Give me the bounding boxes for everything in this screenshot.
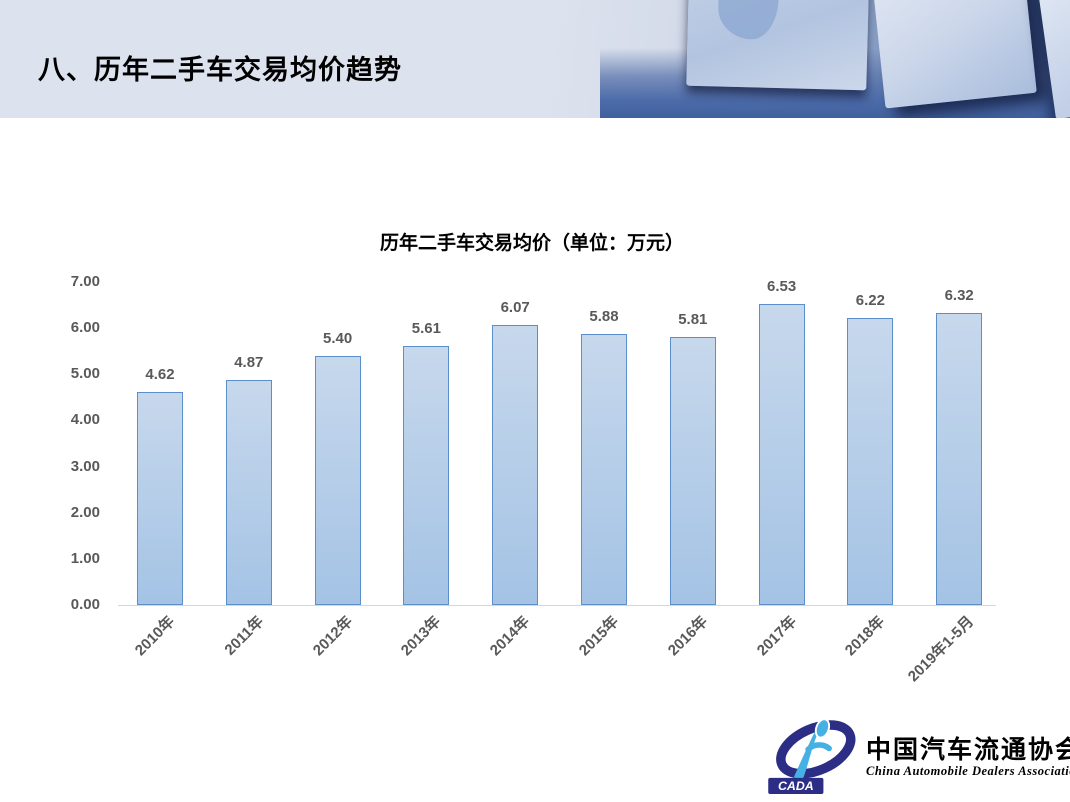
globe-cube-graphic (867, 0, 1037, 109)
bar (758, 303, 805, 605)
bar-value-label: 5.88 (589, 307, 619, 325)
cada-logo: CADA 中国汽车流通协会 China Automobile Dealers A… (766, 717, 1070, 800)
cada-emblem-icon: CADA (766, 717, 858, 800)
y-axis-tick-label: 7.00 (70, 273, 100, 290)
y-axis-tick-label: 3.00 (70, 457, 100, 475)
bar (403, 346, 450, 605)
bar (669, 336, 716, 605)
x-axis-category-label: 2013年 (398, 613, 445, 660)
bar-value-label: 4.87 (234, 354, 264, 372)
bar (314, 355, 361, 605)
x-axis-category-label: 2018年 (842, 613, 889, 660)
x-axis-category-label: 2011年 (221, 613, 267, 659)
x-axis-category-label: 2015年 (575, 613, 623, 660)
x-axis-category-label: 2014年 (486, 613, 534, 660)
y-axis-tick-label: 0.00 (70, 596, 100, 613)
chart-title: 历年二手车交易均价（单位：万元） (379, 233, 684, 254)
bar-value-label: 6.32 (944, 287, 974, 305)
bar (137, 391, 183, 605)
x-axis-category-label: 2019年1-5月 (905, 613, 978, 686)
bar (847, 317, 894, 605)
slide-title: 八、历年二手车交易均价趋势 (38, 55, 402, 85)
bar-value-label: 6.22 (855, 291, 885, 309)
map-shape (717, 0, 780, 40)
bar (225, 380, 272, 605)
bar-value-label: 5.81 (678, 310, 708, 328)
cada-acronym: CADA (778, 779, 814, 793)
x-axis-category-label: 2017年 (753, 613, 800, 660)
y-axis-tick-label: 4.00 (70, 411, 100, 429)
bar-value-label: 5.61 (411, 320, 441, 338)
x-axis-category-label: 2012年 (309, 613, 356, 660)
association-name-cn: 中国汽车流通协会 (866, 737, 1070, 765)
y-axis-tick-label: 5.00 (70, 365, 100, 383)
association-name-en: China Automobile Dealers Association (866, 763, 1070, 778)
globe-cube-graphic (686, 0, 870, 91)
x-axis-line (118, 605, 996, 606)
bar-value-label: 4.62 (145, 365, 175, 383)
bar (581, 333, 627, 605)
x-axis-category-label: 2010年 (131, 613, 179, 660)
header-band (0, 0, 1070, 118)
x-axis-category-label: 2016年 (664, 613, 711, 660)
bar-value-label: 6.53 (766, 277, 797, 295)
y-axis-tick-label: 1.00 (70, 549, 100, 567)
y-axis-tick-label: 6.00 (70, 319, 100, 337)
bar-value-label: 6.07 (500, 298, 530, 316)
bar-value-label: 5.40 (322, 329, 353, 347)
bar (936, 313, 983, 605)
y-axis-tick-label: 2.00 (70, 503, 100, 521)
logo-text: 中国汽车流通协会 China Automobile Dealers Associ… (866, 737, 1070, 778)
bar (492, 324, 539, 605)
